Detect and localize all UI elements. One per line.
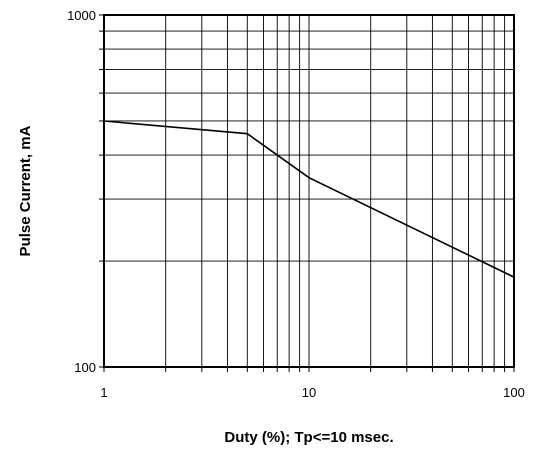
- axis-ticks: [99, 14, 515, 372]
- y-tick-label: 100: [74, 360, 96, 375]
- y-tick-label: 1000: [67, 8, 96, 23]
- tick-labels: 1 10 100 100 1000: [67, 8, 525, 400]
- x-axis-label: Duty (%); Tp<=10 msec.: [224, 429, 393, 446]
- x-tick-label: 100: [503, 385, 525, 400]
- y-axis-label: Pulse Current, mA: [17, 125, 34, 256]
- x-tick-label: 10: [302, 385, 316, 400]
- series-line: [103, 120, 515, 278]
- grid-lines: [104, 15, 514, 367]
- x-tick-label: 1: [100, 385, 107, 400]
